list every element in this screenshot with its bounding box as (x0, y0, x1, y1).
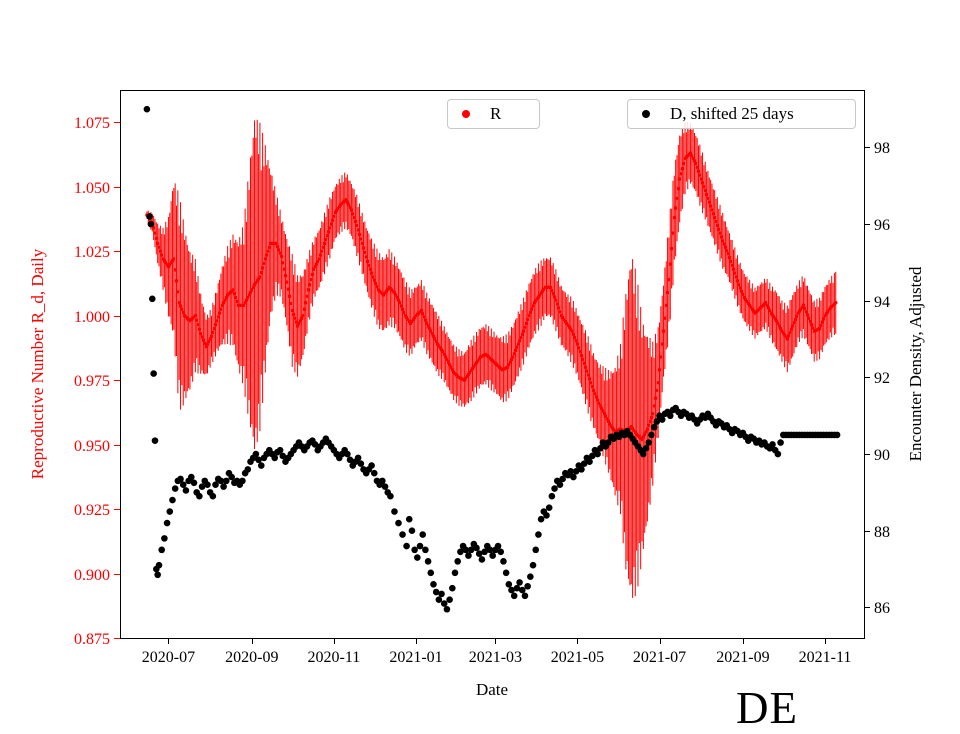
svg-text:2020-09: 2020-09 (225, 649, 278, 666)
legend-d-label: D, shifted 25 days (670, 104, 794, 123)
svg-text:94: 94 (874, 294, 890, 311)
svg-text:98: 98 (874, 140, 890, 157)
legend-r-marker-icon (462, 110, 470, 118)
legend-r-label: R (490, 104, 502, 123)
y-axis-label-left: Reproductive Number R_d, Daily (28, 248, 47, 480)
svg-text:1.075: 1.075 (74, 115, 110, 132)
svg-text:2021-09: 2021-09 (716, 649, 769, 666)
svg-text:0.900: 0.900 (74, 567, 110, 584)
y-axis-label-right: Encounter Density, Adjusted (906, 266, 925, 462)
svg-text:2020-07: 2020-07 (142, 649, 195, 666)
svg-text:90: 90 (874, 447, 890, 464)
legend-d-marker-icon (642, 110, 650, 118)
svg-text:2020-11: 2020-11 (308, 649, 361, 666)
svg-text:1.000: 1.000 (74, 309, 110, 326)
svg-text:0.925: 0.925 (74, 502, 110, 519)
svg-text:0.975: 0.975 (74, 373, 110, 390)
svg-text:86: 86 (874, 600, 890, 617)
svg-text:88: 88 (874, 524, 890, 541)
svg-text:2021-03: 2021-03 (469, 649, 522, 666)
svg-text:2021-05: 2021-05 (551, 649, 604, 666)
svg-text:1.025: 1.025 (74, 244, 110, 261)
svg-text:2021-07: 2021-07 (633, 649, 686, 666)
svg-text:2021-01: 2021-01 (389, 649, 442, 666)
svg-text:1.050: 1.050 (74, 180, 110, 197)
legend-d: D, shifted 25 days (627, 99, 856, 129)
svg-text:2021-11: 2021-11 (799, 649, 852, 666)
corner-text: DE (736, 683, 798, 733)
svg-text:0.950: 0.950 (74, 438, 110, 455)
x-axis-label: Date (475, 680, 509, 699)
svg-text:92: 92 (874, 370, 890, 387)
legend-r: R (447, 99, 540, 129)
svg-text:0.875: 0.875 (74, 631, 110, 648)
svg-text:96: 96 (874, 217, 890, 234)
